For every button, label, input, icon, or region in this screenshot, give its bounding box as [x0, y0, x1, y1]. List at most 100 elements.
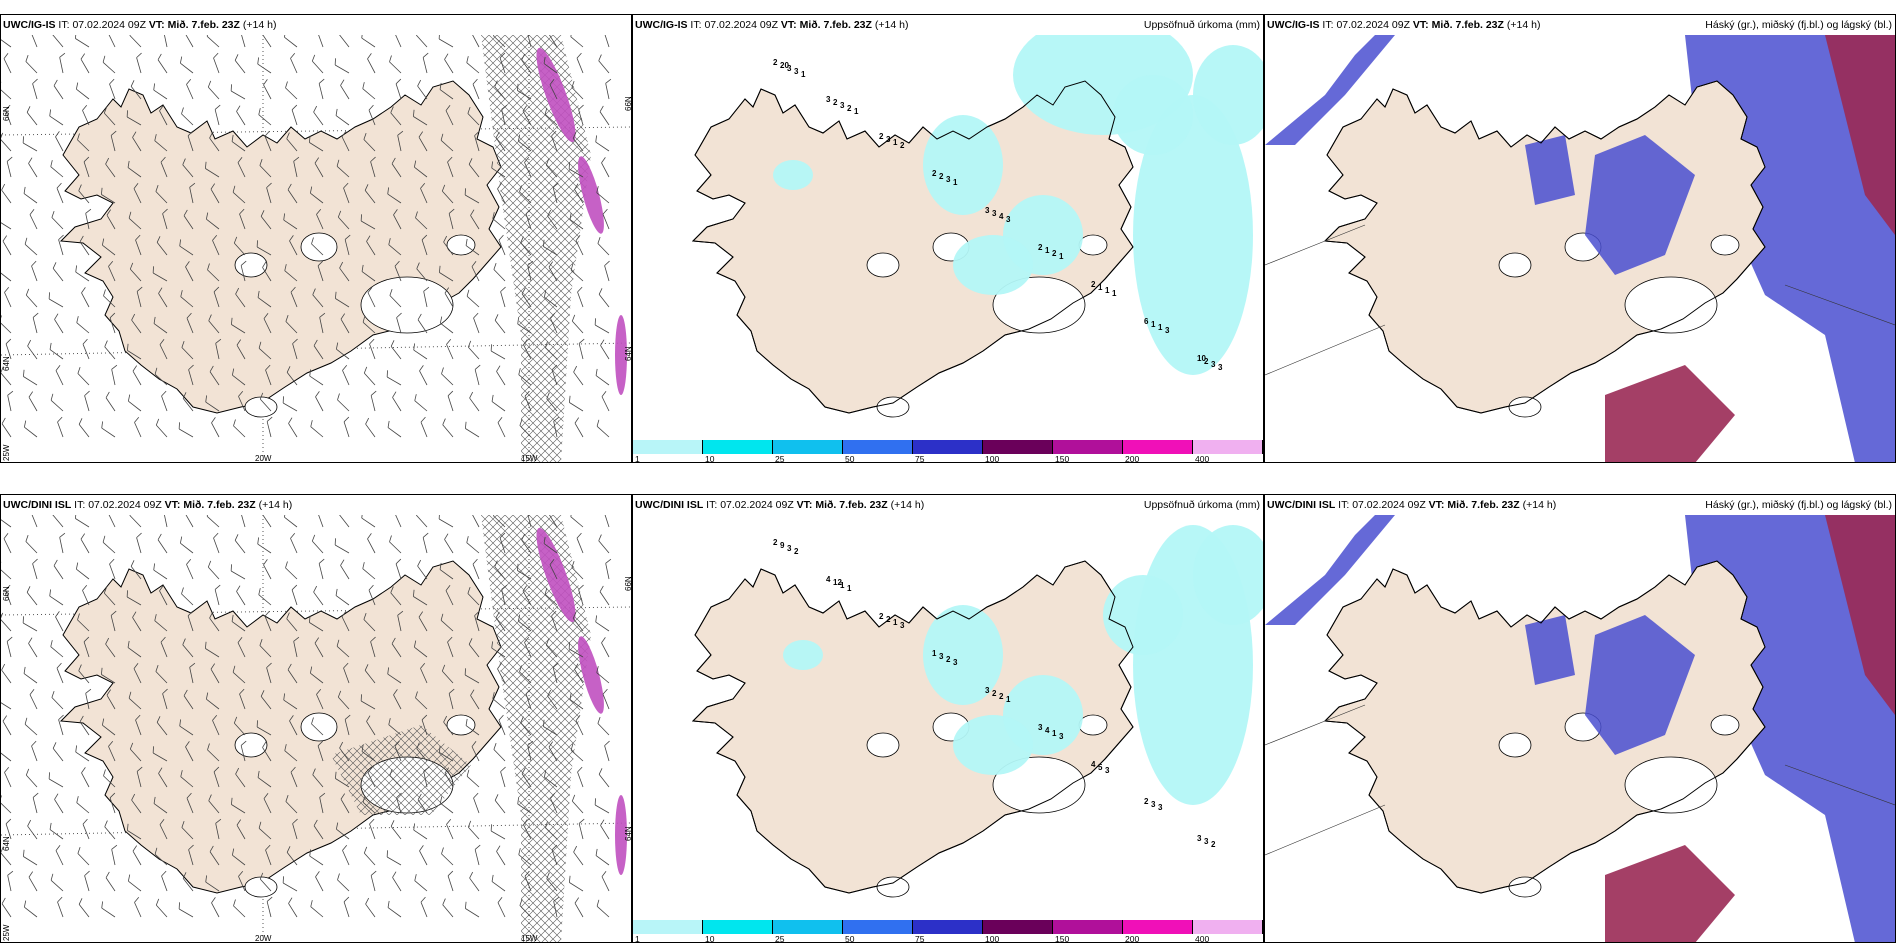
longitude-label: 15W — [521, 454, 538, 463]
wind-barb — [420, 416, 428, 438]
wind-barb — [365, 417, 376, 438]
wind-barb — [76, 796, 90, 814]
wind-barb — [467, 587, 480, 606]
wind-barb — [292, 818, 298, 840]
wind-barb — [24, 717, 38, 736]
wind-barb — [386, 370, 402, 386]
precip-value-label: 1 — [1158, 323, 1163, 332]
wind-barb — [180, 290, 194, 308]
coastline — [691, 560, 1134, 894]
wind-barb — [570, 515, 584, 528]
wind-barb — [313, 105, 324, 126]
wind-barb — [183, 689, 194, 710]
wind-barb — [266, 896, 273, 918]
colorbar-cell — [633, 920, 703, 934]
wind-barb — [5, 584, 12, 606]
wind-barb — [110, 130, 117, 152]
wind-barb — [263, 313, 272, 334]
wind-barb — [415, 211, 428, 230]
glacier-area — [1078, 234, 1108, 256]
wind-barb — [155, 665, 168, 684]
wind-barb — [596, 666, 610, 684]
wind-barb — [522, 585, 532, 606]
wind-barb — [184, 515, 194, 528]
wind-barb — [129, 515, 142, 528]
longitude-label: 15W — [521, 934, 538, 943]
wind-barb — [104, 340, 116, 360]
wind-barb — [158, 767, 168, 788]
wind-barb — [605, 78, 612, 100]
wind-barb — [26, 586, 38, 606]
wind-barb — [78, 184, 90, 204]
wind-barb — [256, 240, 272, 256]
wind-barb — [551, 130, 558, 152]
glacier-area — [446, 234, 476, 256]
wind-barb — [1, 417, 12, 438]
precip-value-label: 3 — [939, 652, 944, 661]
precip-value-label: 3 — [826, 95, 831, 104]
wind-barb — [205, 212, 220, 230]
wind-barb — [523, 819, 532, 840]
wind-barb — [103, 586, 116, 606]
wind-barb — [105, 157, 116, 178]
colorbar-label: 10 — [705, 934, 715, 943]
wind-barb — [209, 131, 220, 152]
colorbar-label: 400 — [1195, 934, 1210, 943]
precip-value-label: 2 — [939, 172, 944, 181]
wind-barb — [464, 668, 480, 684]
wind-barb — [491, 161, 506, 178]
wind-barb — [75, 265, 90, 282]
glacier-area — [876, 396, 910, 418]
wind-barb — [159, 339, 168, 360]
wind-barb — [471, 515, 480, 528]
colorbar-cell — [633, 440, 703, 454]
wind-barb — [1, 795, 12, 814]
wind-barb — [210, 663, 220, 684]
wind-barb — [77, 133, 90, 152]
wind-barb — [235, 287, 246, 308]
iceland-outline — [59, 80, 502, 414]
wind-barb — [517, 797, 532, 814]
wind-barb — [600, 819, 610, 840]
wind-barb — [209, 611, 220, 632]
wind-barb — [157, 533, 168, 554]
wind-barb — [6, 156, 13, 178]
wind-barb — [163, 515, 168, 528]
wind-barb — [23, 666, 38, 684]
precip-value-label: 2 — [1091, 280, 1096, 289]
wind-barb — [497, 183, 506, 204]
wind-barb — [309, 849, 324, 866]
wind-barb — [83, 636, 90, 658]
wind-barb — [183, 209, 194, 230]
wind-barb — [524, 870, 532, 892]
wind-barb — [75, 562, 90, 580]
wind-barb — [543, 56, 558, 74]
wind-barb — [240, 740, 247, 762]
wind-barb — [82, 584, 90, 606]
glacier-area — [446, 714, 476, 736]
wind-barb — [343, 662, 350, 684]
wind-barb — [469, 391, 480, 412]
wind-barb — [205, 875, 220, 892]
wind-barb — [414, 874, 428, 892]
wind-barb — [163, 35, 168, 48]
wind-barb — [547, 689, 558, 710]
wind-barb — [52, 515, 64, 528]
wind-barb — [101, 238, 116, 256]
wind-barb — [392, 391, 402, 412]
precip-value-label: 3 — [985, 686, 990, 695]
precip-value-label: 2 — [773, 58, 778, 67]
wind-barb — [497, 663, 506, 684]
wind-barb — [517, 563, 532, 580]
wind-barb — [316, 688, 324, 710]
wind-barb — [152, 746, 168, 762]
precip-value-label: 1 — [953, 178, 958, 187]
wind-barb — [440, 613, 454, 632]
latitude-label: 64N — [2, 836, 11, 851]
precip-value-label: 3 — [1059, 732, 1064, 741]
wind-barb — [59, 532, 66, 554]
colorbar-cell — [1123, 920, 1193, 934]
wind-barb — [178, 902, 194, 918]
wind-barb — [394, 260, 402, 282]
wind-barb — [5, 338, 12, 360]
